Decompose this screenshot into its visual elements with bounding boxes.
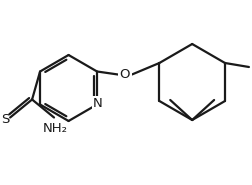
Text: NH₂: NH₂ — [43, 122, 68, 134]
Text: O: O — [120, 68, 130, 81]
Text: S: S — [1, 113, 9, 126]
Text: N: N — [93, 97, 103, 110]
